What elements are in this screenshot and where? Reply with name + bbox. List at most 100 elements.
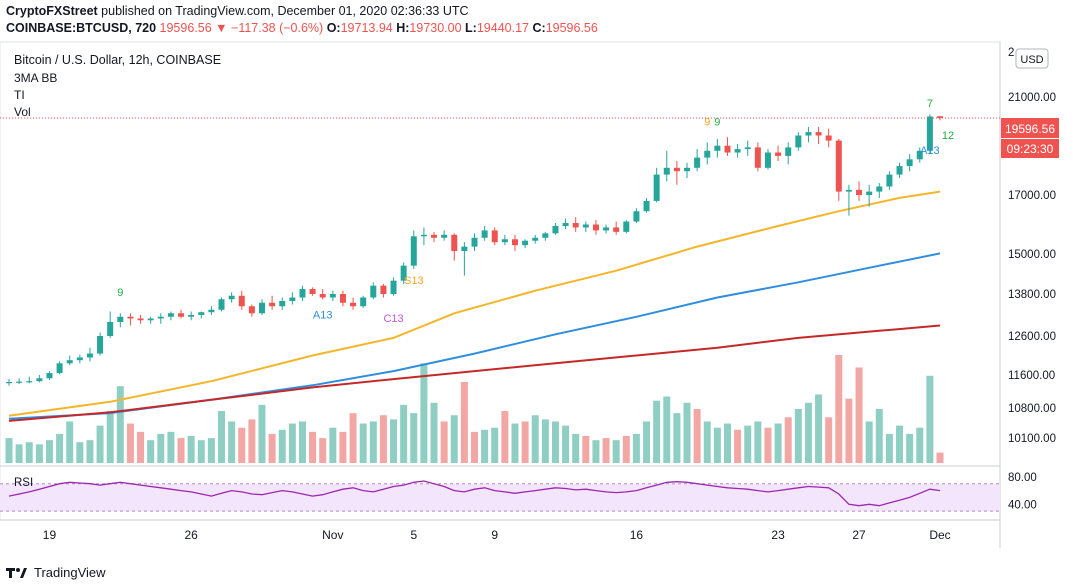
- volume-bar: [248, 419, 256, 463]
- candle: [147, 316, 154, 324]
- candle-body: [339, 294, 346, 303]
- td-marker: C13: [383, 313, 403, 325]
- candle: [795, 132, 802, 151]
- volume-bar: [815, 394, 823, 463]
- volume-bar: [329, 427, 337, 463]
- candle: [137, 315, 144, 324]
- candle-body: [724, 145, 731, 153]
- candle-body: [228, 295, 235, 300]
- candle: [56, 361, 63, 375]
- candle-body: [835, 140, 842, 192]
- moving-averages: [8, 190, 941, 422]
- candle-body: [926, 116, 933, 151]
- candle: [410, 230, 417, 269]
- volume-bar: [359, 423, 367, 463]
- volume-bar: [764, 427, 772, 463]
- candle-body: [714, 145, 721, 151]
- time-tick-label: 16: [630, 528, 644, 542]
- time-tick-label: 19: [43, 528, 57, 542]
- rsi-pane: RSI: [0, 477, 1000, 512]
- volume-bar: [35, 444, 43, 463]
- volume-bar: [845, 398, 853, 463]
- volume-bar: [207, 438, 215, 463]
- candle: [896, 162, 903, 178]
- candle-body: [350, 302, 357, 307]
- td-marker: A13: [313, 310, 333, 322]
- volume-bar: [916, 427, 924, 463]
- rsi-band: [0, 483, 1000, 512]
- candle-body: [299, 289, 306, 298]
- volume-bar: [116, 386, 124, 463]
- volume-bar: [602, 438, 610, 463]
- publisher-name: CryptoFXStreet: [6, 4, 98, 18]
- candle-body: [633, 211, 640, 222]
- candle-body: [694, 157, 701, 168]
- time-axis: 19 26 Nov 5 9 16 23 27 Dec: [43, 528, 951, 542]
- candle-body: [26, 381, 33, 383]
- volume-bar: [137, 431, 145, 463]
- candle: [582, 221, 589, 232]
- candle: [764, 149, 771, 170]
- ma-yellow-line: [8, 190, 941, 417]
- candle-body: [441, 234, 448, 238]
- candle-body: [613, 227, 620, 232]
- candle: [350, 297, 357, 310]
- candle: [714, 138, 721, 158]
- ohlc-header: COINBASE:BTCUSD, 720 19596.56 ▼ −117.38 …: [6, 21, 598, 35]
- candle-body: [876, 186, 883, 192]
- candle: [532, 234, 539, 244]
- rsi-tick-label: 40.00: [1008, 499, 1037, 511]
- volume-bar: [298, 421, 306, 463]
- candle: [906, 154, 913, 172]
- td-marker: A13: [920, 145, 940, 157]
- volume-bar: [197, 440, 205, 463]
- candle-body: [562, 223, 569, 226]
- candle: [663, 150, 670, 182]
- time-tick-label: 23: [771, 528, 785, 542]
- td-marker: 7: [927, 98, 933, 110]
- high-label: H:: [396, 21, 410, 35]
- legend: Bitcoin / U.S. Dollar, 12h, COINBASE 3MA…: [14, 53, 221, 119]
- published-text: published on TradingView.com, December 0…: [101, 4, 469, 18]
- volume-bar: [258, 404, 266, 463]
- candle: [329, 290, 336, 301]
- volume-bar: [592, 440, 600, 463]
- candle: [46, 371, 53, 380]
- candle-body: [653, 174, 660, 201]
- candle: [360, 295, 367, 308]
- candle-body: [269, 302, 276, 307]
- candle: [876, 183, 883, 198]
- candle: [299, 285, 306, 301]
- td-marker: 9: [714, 117, 720, 129]
- candle: [319, 289, 326, 300]
- volume-bar: [521, 421, 529, 463]
- volume-bar: [187, 436, 195, 463]
- legend-item-vol: Vol: [14, 105, 31, 119]
- candle: [785, 142, 792, 165]
- candle: [66, 355, 73, 366]
- candle-body: [198, 312, 205, 315]
- volume-bar: [309, 431, 317, 463]
- price-tick-label-partial: 2: [1008, 47, 1014, 59]
- volume-bar: [774, 423, 782, 463]
- candle: [815, 127, 822, 144]
- candle-body: [623, 221, 630, 232]
- currency-button[interactable]: USD: [1015, 48, 1049, 69]
- candle-body: [157, 316, 164, 319]
- candle: [684, 162, 691, 178]
- candle-body: [107, 322, 114, 336]
- candle-body: [734, 149, 741, 153]
- volume-bar: [460, 382, 468, 463]
- volume-bar: [25, 442, 33, 463]
- volume-bar: [804, 402, 812, 463]
- volume-bar: [15, 444, 23, 463]
- td-marker: S13: [404, 275, 424, 287]
- footer-brand: TradingView: [34, 565, 106, 580]
- volume-bar: [754, 421, 762, 463]
- volume-bar: [794, 409, 802, 463]
- volume-bar: [632, 433, 640, 463]
- candle: [279, 297, 286, 310]
- legend-item-bb: 3MA BB: [14, 71, 57, 85]
- candle: [623, 220, 630, 234]
